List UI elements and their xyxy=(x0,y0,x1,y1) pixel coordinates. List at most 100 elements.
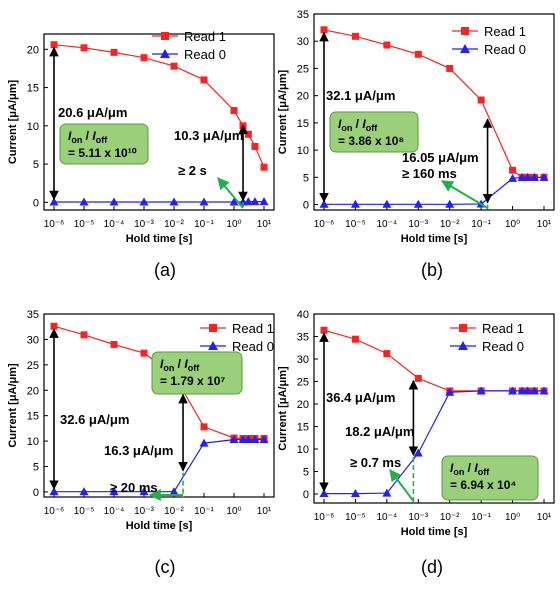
legend-marker-read1 xyxy=(461,27,469,35)
data-point-read0 xyxy=(319,199,329,208)
x-tick-label: 10⁻⁴ xyxy=(104,219,125,230)
panel-caption: (d) xyxy=(421,557,443,577)
half-window-label: 16.05 μA/μm xyxy=(402,150,479,165)
x-tick-label: 10⁻⁴ xyxy=(377,512,398,523)
legend-label-read1: Read 1 xyxy=(482,321,524,336)
data-point-read0 xyxy=(476,386,486,395)
y-tick-label: 20 xyxy=(27,385,39,397)
data-point-read0 xyxy=(350,199,360,208)
data-point-read0 xyxy=(199,438,209,447)
y-tick-label: 5 xyxy=(303,172,309,184)
legend-label-read1: Read 1 xyxy=(232,321,274,336)
y-tick-label: 5 xyxy=(33,159,39,171)
ratio-on-sub: on xyxy=(71,135,82,145)
x-tick-label: 10¹ xyxy=(257,506,272,517)
on-off-ratio-value: = 3.86 x 10⁸ xyxy=(338,134,404,148)
x-axis-label: Hold time [s] xyxy=(401,526,468,538)
y-tick-label: 15 xyxy=(27,411,39,423)
retention-label: ≥ 160 ms xyxy=(402,166,457,181)
legend-marker-read0 xyxy=(160,49,170,58)
chart-panel-b: 0 5 10 15 20 25 30 35 10⁻⁶ 10⁻⁵ 10⁻⁴ 10⁻³ 10⁻² 10⁻¹ 10… xyxy=(277,9,555,280)
y-axis-label: Current [μA/μm] xyxy=(7,363,19,448)
data-point-read1 xyxy=(260,163,268,171)
data-point-read0 xyxy=(169,487,179,496)
data-point-read1 xyxy=(50,322,58,330)
data-point-read1 xyxy=(320,326,328,334)
x-tick-label: 10⁻⁶ xyxy=(314,512,335,523)
ratio-on-sub: on xyxy=(163,363,174,373)
data-point-read0 xyxy=(229,435,239,444)
y-tick-label: 10 xyxy=(27,121,39,133)
retention-label: ≥ 20 ms xyxy=(110,480,158,495)
x-tick-label: 10⁻¹ xyxy=(194,219,214,230)
full-window-label: 20.6 μA/μm xyxy=(58,105,127,120)
data-point-read1 xyxy=(110,341,118,348)
x-tick-label: 10⁻⁴ xyxy=(377,219,398,230)
x-tick-label: 10⁻⁵ xyxy=(345,219,366,230)
y-tick-label: 30 xyxy=(27,334,39,346)
on-off-ratio-title: Ion / Ioff xyxy=(68,129,108,145)
data-point-read1 xyxy=(414,374,422,382)
chart-panel-a: 0 5 10 15 20 10⁻⁶ 10⁻⁵ 10⁻⁴ 10⁻³ 10⁻² 10⁻¹ 10⁰ 10¹ Ho… xyxy=(7,29,275,280)
chart-panel-c: 0 5 10 15 20 25 30 35 10⁻⁶ 10⁻⁵ 10⁻⁴ 10⁻³ 10⁻² 10⁻¹ 10… xyxy=(7,309,275,577)
ratio-i-on: I xyxy=(160,357,164,371)
data-point-read0 xyxy=(508,386,518,395)
ratio-on-sub: on xyxy=(453,467,464,477)
legend-marker-read0 xyxy=(460,44,470,53)
x-tick-label: 10⁻² xyxy=(440,219,460,230)
data-point-read0 xyxy=(523,386,533,395)
x-tick-label: 10⁻⁵ xyxy=(74,506,95,517)
panel-caption: (b) xyxy=(421,260,443,280)
ratio-off-sub: off xyxy=(96,135,108,145)
x-axis-label: Hold time [s] xyxy=(401,233,468,245)
on-off-ratio-title: Ion / Ioff xyxy=(338,117,378,133)
ratio-off-sub: off xyxy=(478,467,490,477)
on-off-ratio-title: Ion / Ioff xyxy=(160,357,200,373)
data-point-read0 xyxy=(539,172,549,181)
data-point-read0 xyxy=(169,197,179,206)
x-tick-label: 10⁻⁵ xyxy=(74,219,95,230)
y-tick-label: 20 xyxy=(297,91,309,103)
data-point-read1 xyxy=(509,166,517,174)
x-tick-label: 10¹ xyxy=(537,512,552,523)
y-tick-label: 20 xyxy=(27,44,39,56)
half-window-label: 16.3 μA/μm xyxy=(104,443,173,458)
data-point-read0 xyxy=(139,487,149,496)
on-off-ratio-box xyxy=(441,455,539,501)
data-point-read0 xyxy=(250,197,260,206)
y-tick-label: 5 xyxy=(33,462,39,474)
x-tick-label: 10⁰ xyxy=(505,219,520,230)
data-point-read1 xyxy=(383,41,391,49)
x-tick-label: 10⁻¹ xyxy=(471,512,491,523)
data-point-read0 xyxy=(413,448,423,457)
ratio-i-off: I xyxy=(362,117,366,131)
data-point-read0 xyxy=(229,197,239,206)
ratio-slash: / xyxy=(82,129,92,143)
y-axis-label: Current [μA/μm] xyxy=(277,366,289,451)
data-point-read0 xyxy=(382,199,392,208)
on-off-ratio-box xyxy=(59,123,149,165)
data-point-read0 xyxy=(382,488,392,497)
x-tick-label: 10⁻³ xyxy=(134,219,154,230)
y-axis-label: Current [μA/μm] xyxy=(277,69,289,154)
chart-panel-d: 0 5 10 15 20 25 30 35 40 10⁻⁶ 10⁻⁵ 10⁻⁴ 10⁻³ 10⁻² 10⁻¹… xyxy=(277,309,555,577)
x-axis-label: Hold time [s] xyxy=(126,233,193,245)
ratio-slash: / xyxy=(352,117,362,131)
x-tick-label: 10⁻¹ xyxy=(471,219,491,230)
data-point-read0 xyxy=(413,199,423,208)
x-tick-label: 10⁻³ xyxy=(134,506,154,517)
half-window-label: 18.2 μA/μm xyxy=(345,424,414,439)
ratio-i-on: I xyxy=(338,117,342,131)
data-point-read1 xyxy=(110,48,118,56)
data-point-read1 xyxy=(200,76,208,84)
data-point-read1 xyxy=(200,423,208,431)
legend-marker-read1 xyxy=(459,324,467,332)
retention-arrow xyxy=(389,469,415,502)
legend-label-read0: Read 0 xyxy=(482,339,524,354)
x-tick-label: 10¹ xyxy=(257,219,272,230)
ratio-i-on: I xyxy=(68,129,72,143)
y-tick-label: 0 xyxy=(33,197,39,209)
on-off-ratio-value: = 1.79 x 10⁷ xyxy=(160,374,225,388)
plot-frame xyxy=(313,13,555,211)
